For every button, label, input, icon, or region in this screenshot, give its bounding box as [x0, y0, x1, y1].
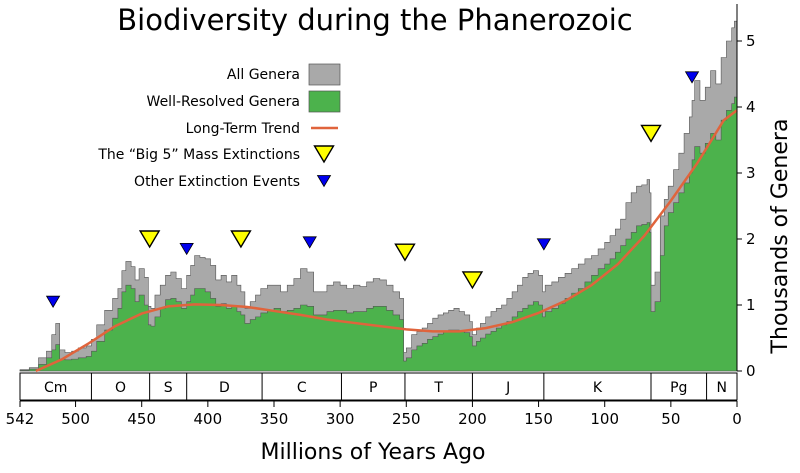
y-tick-label: 1 — [746, 296, 756, 314]
period-label: Pg — [670, 380, 687, 396]
x-tick-label: 400 — [194, 410, 223, 428]
x-tick-label: 450 — [127, 410, 156, 428]
period-label: O — [115, 380, 126, 396]
big5-extinction-marker — [230, 230, 252, 249]
legend-swatch-well-resolved — [308, 90, 341, 113]
other-extinction-marker — [684, 71, 700, 84]
x-tick-label: 100 — [590, 410, 619, 428]
all-genera-area — [19, 8, 738, 372]
y-axis-label: Thousands of Genera — [768, 119, 793, 355]
big5-extinction-marker — [138, 230, 161, 249]
trend-line — [35, 109, 738, 373]
legend-label: Well-Resolved Genera — [147, 94, 300, 110]
chart-title: Biodiversity during the Phanerozoic — [117, 3, 632, 37]
other-extinction-marker — [302, 236, 317, 249]
x-tick-label: 250 — [392, 410, 421, 428]
legend-swatch-all-genera — [308, 63, 341, 86]
y-tick-label: 5 — [746, 32, 756, 50]
legend-label: Long-Term Trend — [186, 121, 300, 137]
period-label: S — [164, 380, 173, 396]
y-tick-label: 3 — [746, 164, 756, 182]
period-label: C — [297, 380, 307, 396]
x-tick-label: 300 — [326, 410, 355, 428]
x-axis: 542 500 450 400 350 300 250 200 150 100 50 0 — [6, 400, 742, 428]
x-axis-label: Millions of Years Ago — [261, 440, 486, 465]
big5-extinction-marker — [461, 271, 484, 290]
period-label: K — [593, 380, 603, 396]
big5-extinction-marker — [394, 243, 416, 262]
period-label: Cm — [44, 380, 67, 396]
legend-swatch-other — [316, 175, 332, 188]
well-resolved-area — [19, 93, 738, 372]
other-extinction-marker — [45, 295, 61, 308]
period-label: D — [219, 380, 230, 396]
legend-label: Other Extinction Events — [134, 174, 300, 190]
period-label: N — [717, 380, 727, 396]
other-extinction-marker — [536, 238, 552, 251]
plot-area — [19, 8, 738, 373]
x-tick-label: 350 — [260, 410, 289, 428]
legend: All Genera Well-Resolved Genera Long-Term … — [97, 63, 341, 190]
other-extinction-marker — [179, 243, 194, 256]
period-label: T — [433, 380, 443, 396]
y-axis: 0 1 2 3 4 5 — [736, 4, 756, 380]
legend-label: The “Big 5” Mass Extinctions — [97, 147, 300, 163]
extinction-markers — [45, 71, 700, 308]
y-tick-label: 4 — [746, 98, 756, 116]
x-tick-label: 150 — [524, 410, 553, 428]
x-tick-label: 50 — [661, 410, 680, 428]
legend-label: All Genera — [227, 67, 300, 83]
x-tick-label: 200 — [458, 410, 487, 428]
y-tick-label: 0 — [746, 362, 756, 380]
x-tick-label: 0 — [732, 410, 742, 428]
y-tick-label: 2 — [746, 230, 756, 248]
x-tick-label: 500 — [61, 410, 90, 428]
period-bar-frame — [19, 372, 738, 401]
big5-extinction-marker — [640, 124, 662, 143]
period-label: J — [505, 380, 510, 396]
period-bar: Cm O S D C P T J K Pg N — [19, 372, 738, 401]
x-tick-label: 542 — [6, 410, 35, 428]
legend-swatch-big5 — [313, 145, 335, 164]
period-label: P — [369, 380, 377, 396]
